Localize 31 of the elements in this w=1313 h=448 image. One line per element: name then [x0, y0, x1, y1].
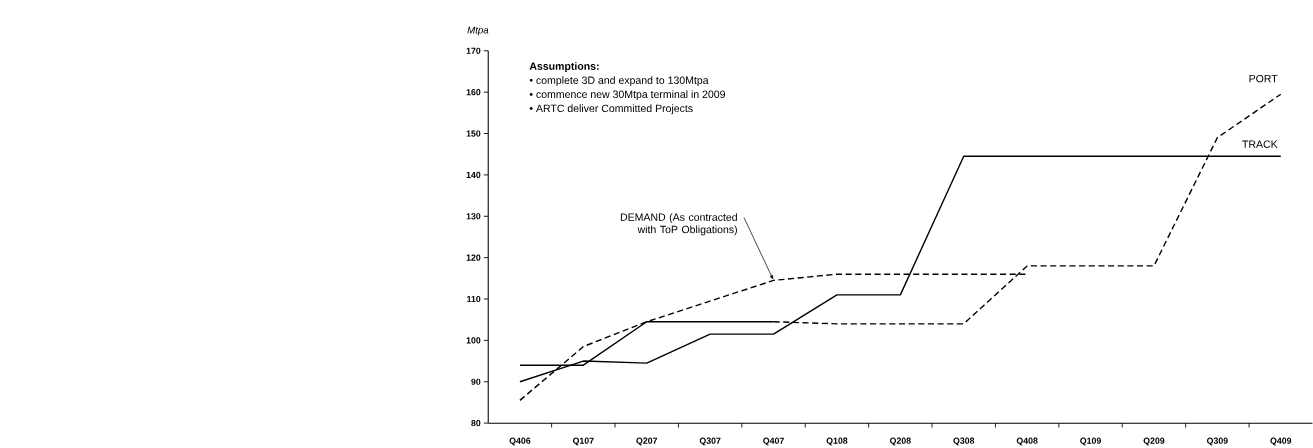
y-tick-label: 90 [471, 378, 481, 385]
x-tick-label: Q208 [889, 437, 911, 446]
x-tick-label: Q407 [763, 437, 784, 446]
annotation: • complete 3D and expand to 130Mtpa [529, 76, 709, 86]
y-tick-label: 150 [466, 130, 481, 137]
y-tick-label: 100 [466, 337, 481, 344]
x-tick-label: Q406 [509, 437, 531, 446]
x-tick-label: Q107 [572, 437, 594, 446]
annotation: Assumptions: [529, 61, 599, 72]
y-axis-title: Mtpa [467, 26, 489, 36]
y-tick-label: 130 [466, 212, 481, 220]
x-tick-label: Q309 [1206, 437, 1228, 446]
y-tick-label: 80 [471, 419, 481, 427]
x-tick-label: Q108 [826, 437, 848, 446]
x-tick-label: Q408 [1016, 437, 1038, 446]
x-tick-label: Q207 [636, 437, 658, 446]
y-tick-label: 170 [466, 47, 481, 54]
y-tick-label: 120 [466, 254, 481, 261]
annotation: • commence new 30Mtpa terminal in 2009 [529, 90, 725, 100]
y-tick-label: 140 [466, 171, 481, 178]
y-tick-label: 160 [466, 88, 481, 96]
annotation: DEMAND (As contracted with ToP Obligations) [620, 213, 737, 236]
series-label: TRACK [1242, 140, 1278, 148]
x-tick-label: Q308 [953, 437, 975, 446]
x-tick-label: Q307 [699, 437, 721, 446]
y-tick-label: 110 [467, 295, 481, 302]
annotation: • ARTC deliver Committed Projects [529, 104, 693, 114]
x-tick-label: Q209 [1143, 437, 1165, 446]
x-tick-label: Q409 [1270, 437, 1292, 446]
x-tick-label: Q109 [1080, 437, 1101, 446]
series-label: PORT [1249, 74, 1278, 83]
